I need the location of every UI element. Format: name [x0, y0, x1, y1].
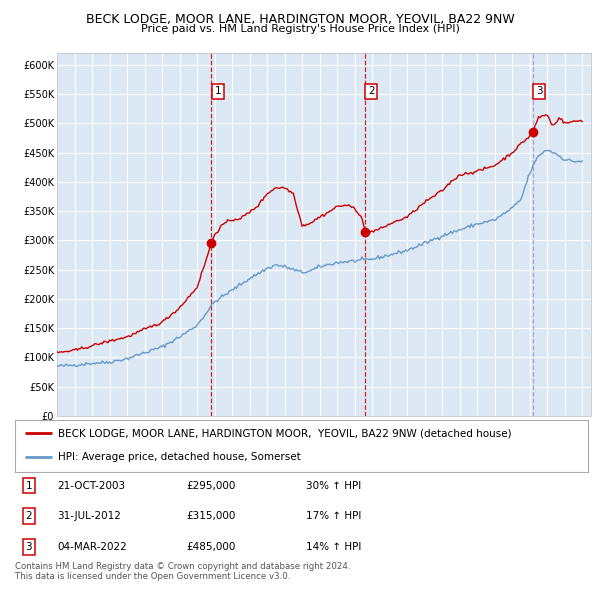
Text: 04-MAR-2022: 04-MAR-2022 — [57, 542, 127, 552]
Text: Price paid vs. HM Land Registry's House Price Index (HPI): Price paid vs. HM Land Registry's House … — [140, 24, 460, 34]
Text: 2: 2 — [25, 512, 32, 521]
Text: 1: 1 — [25, 481, 32, 490]
Text: £315,000: £315,000 — [186, 512, 235, 521]
Text: £295,000: £295,000 — [186, 481, 235, 490]
Text: £485,000: £485,000 — [186, 542, 235, 552]
Text: 3: 3 — [536, 86, 542, 96]
Text: 14% ↑ HPI: 14% ↑ HPI — [306, 542, 361, 552]
Text: HPI: Average price, detached house, Somerset: HPI: Average price, detached house, Some… — [58, 452, 301, 462]
Text: 1: 1 — [214, 86, 221, 96]
Text: 21-OCT-2003: 21-OCT-2003 — [57, 481, 125, 490]
Text: 31-JUL-2012: 31-JUL-2012 — [57, 512, 121, 521]
Text: Contains HM Land Registry data © Crown copyright and database right 2024.
This d: Contains HM Land Registry data © Crown c… — [15, 562, 350, 581]
Text: 30% ↑ HPI: 30% ↑ HPI — [306, 481, 361, 490]
Text: 17% ↑ HPI: 17% ↑ HPI — [306, 512, 361, 521]
Text: BECK LODGE, MOOR LANE, HARDINGTON MOOR, YEOVIL, BA22 9NW: BECK LODGE, MOOR LANE, HARDINGTON MOOR, … — [86, 13, 514, 26]
Text: 3: 3 — [25, 542, 32, 552]
Text: 2: 2 — [368, 86, 374, 96]
Text: BECK LODGE, MOOR LANE, HARDINGTON MOOR,  YEOVIL, BA22 9NW (detached house): BECK LODGE, MOOR LANE, HARDINGTON MOOR, … — [58, 428, 512, 438]
